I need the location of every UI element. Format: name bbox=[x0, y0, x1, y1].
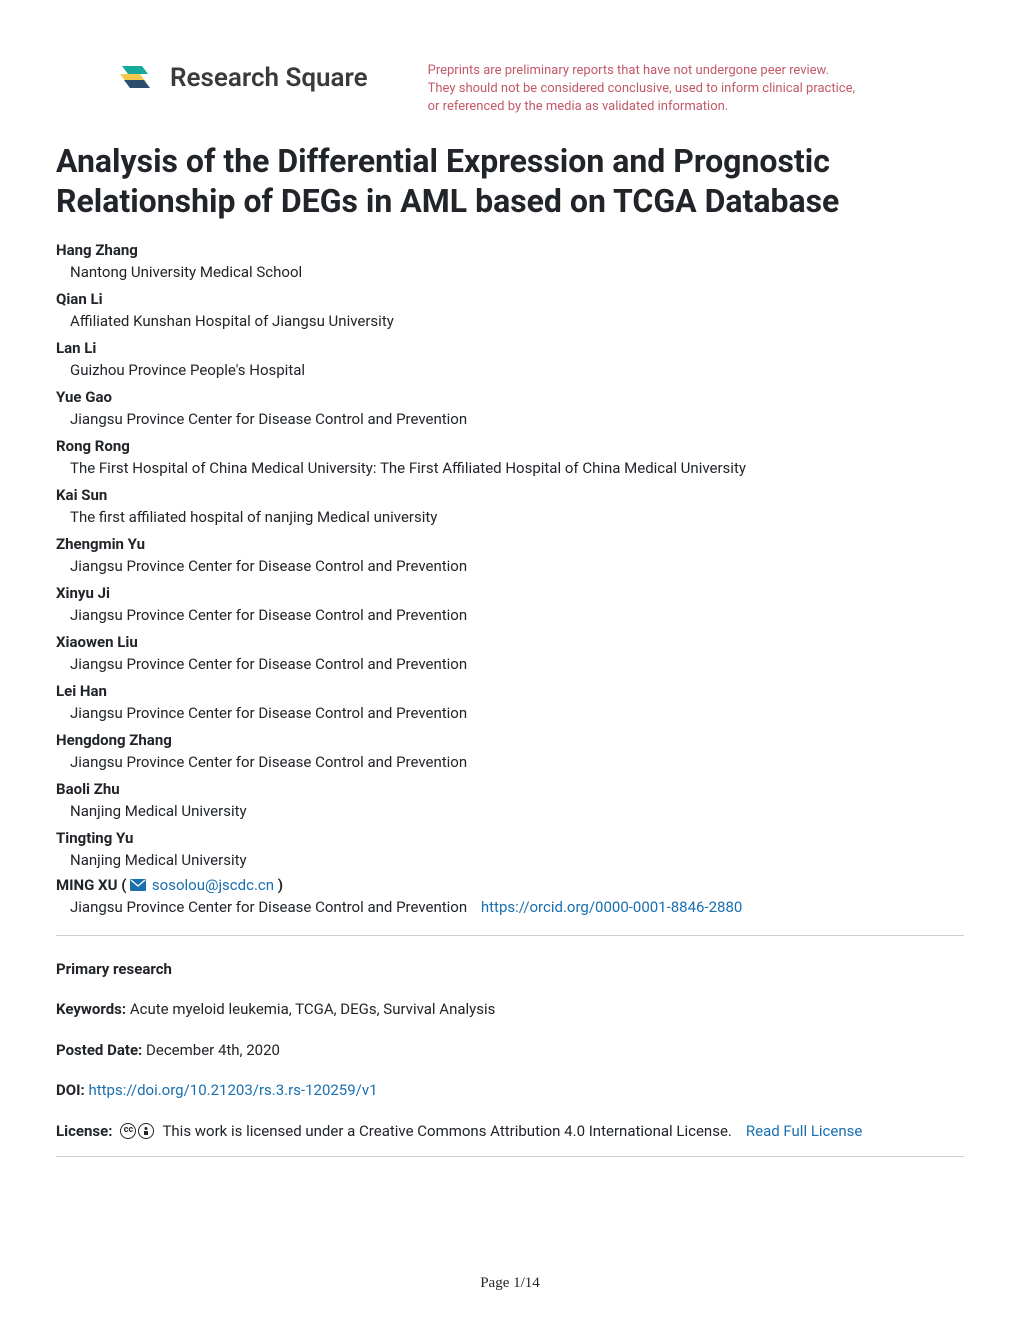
author-entry: Xiaowen Liu Jiangsu Province Center for … bbox=[56, 631, 964, 676]
author-name: Yue Gao bbox=[56, 386, 964, 409]
author-affiliation: Nanjing Medical University bbox=[56, 849, 964, 872]
author-name: Hengdong Zhang bbox=[56, 729, 964, 752]
posted-date-row: Posted Date: December 4th, 2020 bbox=[56, 1039, 964, 1062]
author-affiliation: The First Hospital of China Medical Univ… bbox=[56, 457, 964, 480]
author-affiliation: Jiangsu Province Center for Disease Cont… bbox=[56, 702, 964, 725]
authors-list: Hang Zhang Nantong University Medical Sc… bbox=[56, 239, 964, 919]
keywords-label: Keywords: bbox=[56, 1000, 126, 1018]
keywords-row: Keywords: Acute myeloid leukemia, TCGA, … bbox=[56, 998, 964, 1021]
disclaimer-text: Preprints are preliminary reports that h… bbox=[428, 60, 964, 117]
author-name: Xinyu Ji bbox=[56, 582, 964, 605]
author-affiliation: Jiangsu Province Center for Disease Cont… bbox=[56, 408, 964, 431]
author-affiliation: Affiliated Kunshan Hospital of Jiangsu U… bbox=[56, 310, 964, 333]
posted-date-label: Posted Date: bbox=[56, 1041, 142, 1059]
disclaimer-line: They should not be considered conclusive… bbox=[428, 80, 964, 98]
author-affiliation: Jiangsu Province Center for Disease Cont… bbox=[56, 653, 964, 676]
author-entry: Rong Rong The First Hospital of China Me… bbox=[56, 435, 964, 480]
corresponding-author-name-row: MING XU ( sosolou@jscdc.cn ) bbox=[56, 876, 964, 895]
author-name: Tingting Yu bbox=[56, 827, 964, 850]
author-affiliation: Guizhou Province People's Hospital bbox=[56, 359, 964, 382]
author-entry: Yue Gao Jiangsu Province Center for Dise… bbox=[56, 386, 964, 431]
author-affiliation: Jiangsu Province Center for Disease Cont… bbox=[56, 604, 964, 627]
author-name: Zhengmin Yu bbox=[56, 533, 964, 556]
author-entry: Baoli Zhu Nanjing Medical University bbox=[56, 778, 964, 823]
disclaimer-line: Preprints are preliminary reports that h… bbox=[428, 62, 964, 80]
author-affiliation: The first affiliated hospital of nanjing… bbox=[56, 506, 964, 529]
orcid-link[interactable]: https://orcid.org/0000-0001-8846-2880 bbox=[481, 898, 742, 916]
author-entry: Lei Han Jiangsu Province Center for Dise… bbox=[56, 680, 964, 725]
author-name: Hang Zhang bbox=[56, 239, 964, 262]
page-header: Research Square Preprints are preliminar… bbox=[56, 60, 964, 117]
author-entry: Tingting Yu Nanjing Medical University bbox=[56, 827, 964, 872]
paren-close: ) bbox=[278, 876, 283, 894]
doi-row: DOI: https://doi.org/10.21203/rs.3.rs-12… bbox=[56, 1079, 964, 1102]
keywords-value: Acute myeloid leukemia, TCGA, DEGs, Surv… bbox=[130, 1000, 496, 1018]
cc-icons: cc bbox=[120, 1123, 154, 1139]
author-name: Xiaowen Liu bbox=[56, 631, 964, 654]
author-entry: Kai Sun The first affiliated hospital of… bbox=[56, 484, 964, 529]
disclaimer-line: or referenced by the media as validated … bbox=[428, 98, 964, 116]
read-license-link[interactable]: Read Full License bbox=[746, 1120, 862, 1143]
email-link[interactable]: sosolou@jscdc.cn bbox=[152, 876, 274, 894]
author-affiliation: Nanjing Medical University bbox=[56, 800, 964, 823]
author-name: Rong Rong bbox=[56, 435, 964, 458]
author-affiliation: Nantong University Medical School bbox=[56, 261, 964, 284]
author-entry: Hang Zhang Nantong University Medical Sc… bbox=[56, 239, 964, 284]
article-title: Analysis of the Differential Expression … bbox=[56, 141, 964, 221]
mail-icon bbox=[130, 877, 146, 895]
author-affiliation: Jiangsu Province Center for Disease Cont… bbox=[56, 751, 964, 774]
logo-mark-icon bbox=[116, 60, 158, 96]
metadata-section: Primary research Keywords: Acute myeloid… bbox=[56, 958, 964, 1158]
corresponding-author-entry: MING XU ( sosolou@jscdc.cn ) Jiangsu Pro… bbox=[56, 876, 964, 919]
section-divider bbox=[56, 1156, 964, 1157]
license-text: This work is licensed under a Creative C… bbox=[162, 1120, 731, 1143]
author-entry: Xinyu Ji Jiangsu Province Center for Dis… bbox=[56, 582, 964, 627]
author-name: MING XU bbox=[56, 876, 117, 894]
logo-text: Research Square bbox=[170, 63, 368, 93]
section-divider bbox=[56, 935, 964, 936]
author-name: Baoli Zhu bbox=[56, 778, 964, 801]
cc-icon: cc bbox=[120, 1123, 136, 1139]
article-type: Primary research bbox=[56, 958, 964, 981]
cc-by-icon bbox=[138, 1123, 154, 1139]
author-entry: Qian Li Affiliated Kunshan Hospital of J… bbox=[56, 288, 964, 333]
logo: Research Square bbox=[56, 60, 368, 96]
posted-date-value: December 4th, 2020 bbox=[146, 1041, 280, 1059]
author-name: Lei Han bbox=[56, 680, 964, 703]
author-affiliation: Jiangsu Province Center for Disease Cont… bbox=[56, 555, 964, 578]
license-label: License: bbox=[56, 1120, 112, 1143]
author-name: Kai Sun bbox=[56, 484, 964, 507]
author-name: Qian Li bbox=[56, 288, 964, 311]
author-entry: Lan Li Guizhou Province People's Hospita… bbox=[56, 337, 964, 382]
doi-label: DOI: bbox=[56, 1081, 85, 1099]
author-entry: Zhengmin Yu Jiangsu Province Center for … bbox=[56, 533, 964, 578]
paren-open: ( bbox=[121, 876, 130, 894]
author-entry: Hengdong Zhang Jiangsu Province Center f… bbox=[56, 729, 964, 774]
author-name: Lan Li bbox=[56, 337, 964, 360]
author-affiliation: Jiangsu Province Center for Disease Cont… bbox=[70, 898, 467, 916]
doi-link[interactable]: https://doi.org/10.21203/rs.3.rs-120259/… bbox=[88, 1081, 377, 1099]
corresponding-affiliation-row: Jiangsu Province Center for Disease Cont… bbox=[56, 895, 964, 919]
license-row: License: cc This work is licensed under … bbox=[56, 1120, 964, 1143]
page-number: Page 1/14 bbox=[0, 1275, 1020, 1292]
